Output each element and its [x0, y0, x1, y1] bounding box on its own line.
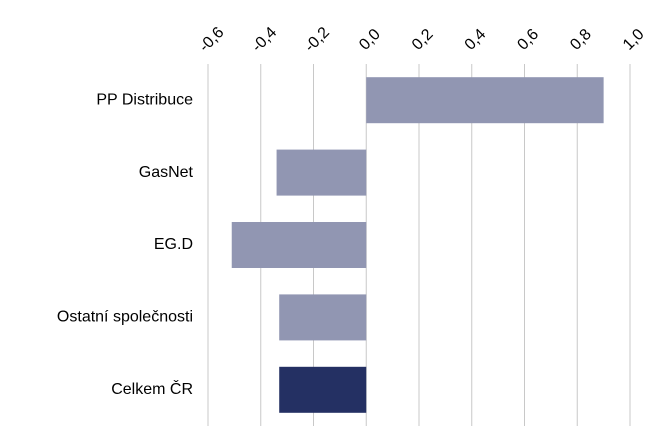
y-tick-label: GasNet: [139, 164, 194, 181]
x-tick-label: 0,8: [567, 26, 595, 54]
bar: [279, 294, 367, 341]
x-tick-label: -0,6: [196, 24, 228, 56]
y-tick-label: EG.D: [154, 236, 193, 253]
bar: [279, 366, 367, 413]
x-tick-label: 0,4: [462, 26, 490, 54]
bar: [231, 222, 367, 268]
x-tick-label: 1,0: [620, 26, 648, 54]
x-tick-label: 0,6: [514, 26, 542, 54]
bar: [276, 149, 367, 196]
y-tick-label: PP Distribuce: [96, 91, 193, 108]
x-tick-label: 0,0: [356, 26, 384, 54]
y-tick-label: Ostatní společnosti: [57, 309, 193, 326]
bar: [366, 77, 604, 124]
x-tick-label: -0,4: [249, 24, 281, 56]
x-tick-label: 0,2: [409, 26, 437, 54]
x-tick-label: -0,2: [302, 24, 334, 56]
y-tick-label: Celkem ČR: [111, 379, 193, 398]
